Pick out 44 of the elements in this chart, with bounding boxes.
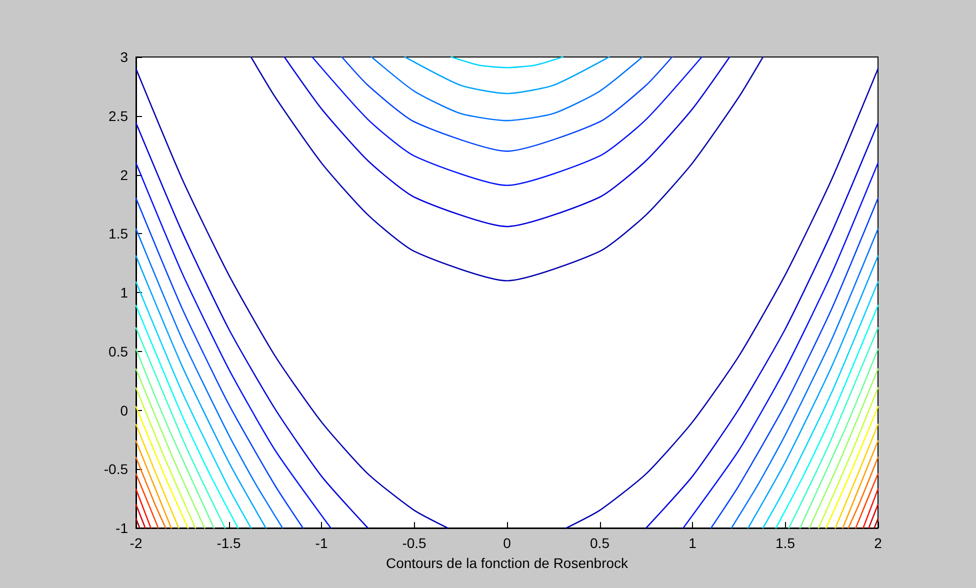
- line-series: [135, 304, 239, 529]
- y-tick-label: 1.5: [108, 226, 128, 242]
- line-series: [135, 68, 448, 529]
- line-series: [566, 68, 879, 529]
- x-tick-label: 2: [874, 535, 882, 551]
- line-series: [284, 56, 730, 228]
- y-tick-label: -1: [116, 520, 128, 536]
- y-tick-label: 3: [120, 49, 128, 65]
- line-series: [775, 304, 879, 529]
- line-series: [135, 162, 332, 529]
- y-tick-label: 1: [120, 284, 128, 300]
- line-series: [135, 281, 252, 529]
- line-series: [312, 56, 702, 186]
- line-series: [788, 327, 879, 529]
- x-axis-title: Contours de la fonction de Rosenbrock: [386, 555, 630, 571]
- x-tick-label: -2: [130, 535, 142, 551]
- x-tick-label: 0: [503, 535, 512, 551]
- x-tick-label: 1: [688, 535, 697, 551]
- y-tick-label: 0: [120, 402, 128, 418]
- x-tick-label: 1.5: [776, 535, 796, 551]
- y-tick-label: -0.5: [104, 461, 128, 478]
- x-tick-label: -0.5: [402, 535, 427, 551]
- y-tick-label: 0.5: [108, 343, 128, 360]
- line-series: [645, 122, 879, 529]
- x-tick-label: -1.5: [216, 535, 242, 551]
- x-tick-label: -1: [315, 535, 328, 551]
- y-tick-label: 2: [120, 166, 128, 183]
- line-series: [730, 228, 879, 529]
- line-series: [135, 228, 284, 529]
- line-series: [682, 162, 879, 529]
- x-tick-label: 0.5: [590, 535, 610, 551]
- line-series: [370, 56, 644, 122]
- y-tick-label: 2.5: [108, 108, 128, 124]
- line-series: [748, 255, 879, 529]
- line-series: [135, 327, 226, 529]
- line-series: [135, 198, 304, 529]
- line-series: [250, 56, 764, 282]
- line-series: [135, 348, 215, 529]
- line-series: [710, 198, 879, 529]
- line-series: [341, 56, 673, 152]
- line-series: [799, 348, 879, 529]
- line-series: [762, 281, 879, 529]
- line-series: [135, 255, 266, 529]
- line-series: [135, 122, 369, 529]
